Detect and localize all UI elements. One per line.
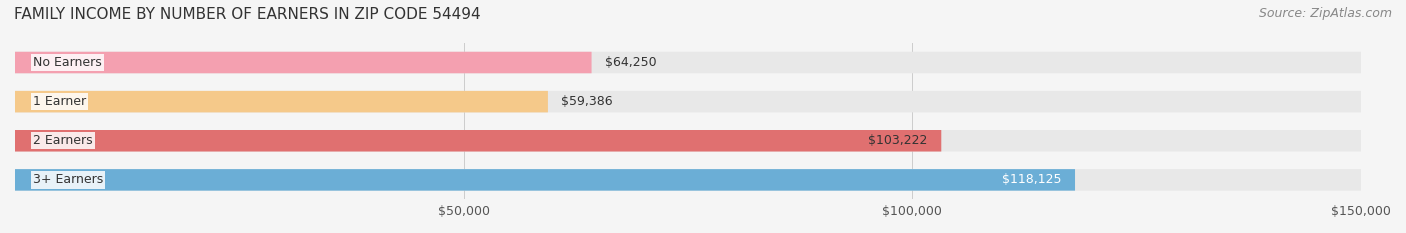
Text: 2 Earners: 2 Earners — [32, 134, 93, 147]
FancyBboxPatch shape — [15, 91, 1361, 112]
FancyBboxPatch shape — [15, 169, 1076, 191]
FancyBboxPatch shape — [15, 91, 548, 112]
Text: Source: ZipAtlas.com: Source: ZipAtlas.com — [1258, 7, 1392, 20]
Text: $103,222: $103,222 — [869, 134, 928, 147]
Text: 1 Earner: 1 Earner — [32, 95, 86, 108]
Text: $118,125: $118,125 — [1002, 173, 1062, 186]
Text: FAMILY INCOME BY NUMBER OF EARNERS IN ZIP CODE 54494: FAMILY INCOME BY NUMBER OF EARNERS IN ZI… — [14, 7, 481, 22]
FancyBboxPatch shape — [15, 52, 1361, 73]
FancyBboxPatch shape — [15, 130, 1361, 151]
Text: No Earners: No Earners — [32, 56, 101, 69]
Text: $64,250: $64,250 — [605, 56, 657, 69]
FancyBboxPatch shape — [15, 130, 941, 151]
FancyBboxPatch shape — [15, 169, 1361, 191]
FancyBboxPatch shape — [15, 52, 592, 73]
Text: $59,386: $59,386 — [561, 95, 613, 108]
Text: 3+ Earners: 3+ Earners — [32, 173, 103, 186]
